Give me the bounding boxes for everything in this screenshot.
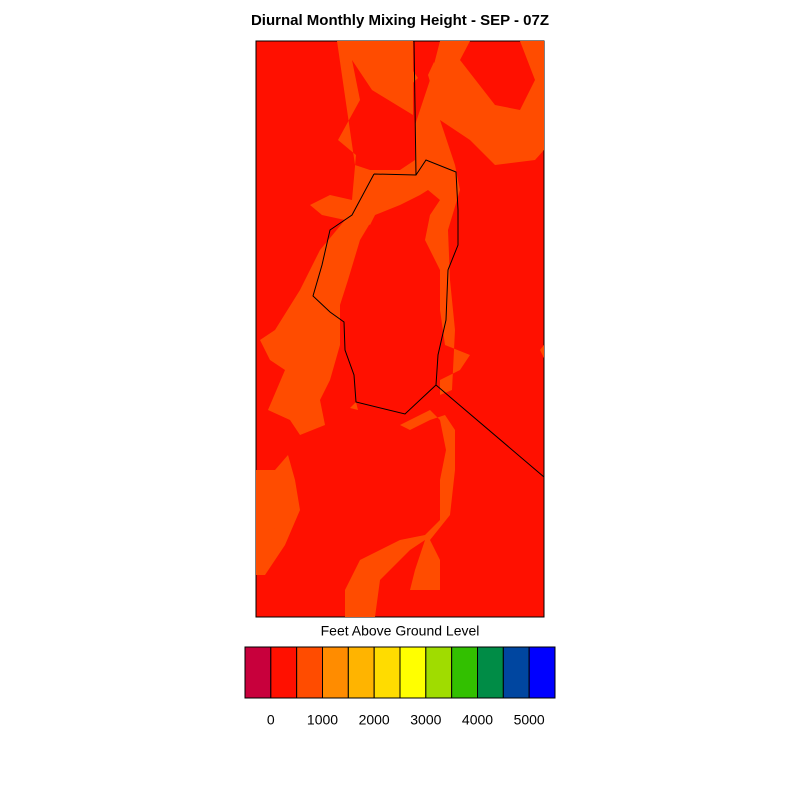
boundaries xyxy=(312,40,545,478)
colorbar: 0 1000 2000 3000 4000 5000 xyxy=(244,646,556,728)
colorbar-tick-label: 3000 xyxy=(410,712,441,728)
colorbar-tick-label: 2000 xyxy=(359,712,390,728)
colorbar-swatch xyxy=(244,646,272,699)
colorbar-label: Feet Above Ground Level xyxy=(321,623,480,639)
colorbar-swatch xyxy=(296,646,323,699)
colorbar-swatch xyxy=(373,646,401,699)
colorbar-swatch xyxy=(528,646,556,699)
map xyxy=(255,40,545,618)
colorbar-tick-label: 4000 xyxy=(462,712,493,728)
colorbar-swatch xyxy=(347,646,375,699)
colorbar-swatch xyxy=(477,646,504,699)
colorbar-swatch xyxy=(322,646,349,699)
colorbar-tick-label: 5000 xyxy=(514,712,545,728)
colorbar-swatch xyxy=(399,646,427,699)
map-title: Diurnal Monthly Mixing Height - SEP - 07… xyxy=(251,12,549,29)
contour-regions xyxy=(256,41,544,617)
colorbar-tick-label: 1000 xyxy=(307,712,338,728)
colorbar-swatch xyxy=(502,646,530,699)
colorbar-swatch xyxy=(425,646,453,699)
colorbar-swatch xyxy=(270,646,298,699)
colorbar-tick-label: 0 xyxy=(267,712,275,728)
colorbar-swatch xyxy=(451,646,478,699)
